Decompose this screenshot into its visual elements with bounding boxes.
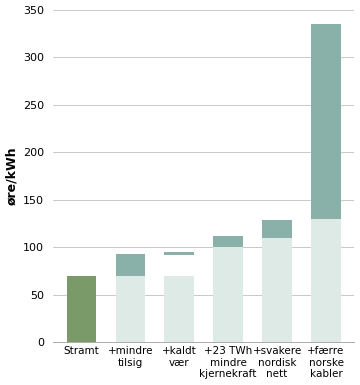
Bar — [165, 276, 194, 342]
Bar — [116, 276, 145, 342]
Bar — [67, 276, 96, 342]
Bar — [165, 252, 194, 254]
Y-axis label: øre/kWh: øre/kWh — [5, 147, 19, 205]
Bar — [262, 238, 292, 342]
Bar — [116, 254, 145, 276]
Bar — [311, 219, 341, 342]
Bar — [213, 236, 243, 247]
Bar — [262, 221, 292, 238]
Bar — [213, 247, 243, 342]
Bar — [311, 24, 341, 219]
